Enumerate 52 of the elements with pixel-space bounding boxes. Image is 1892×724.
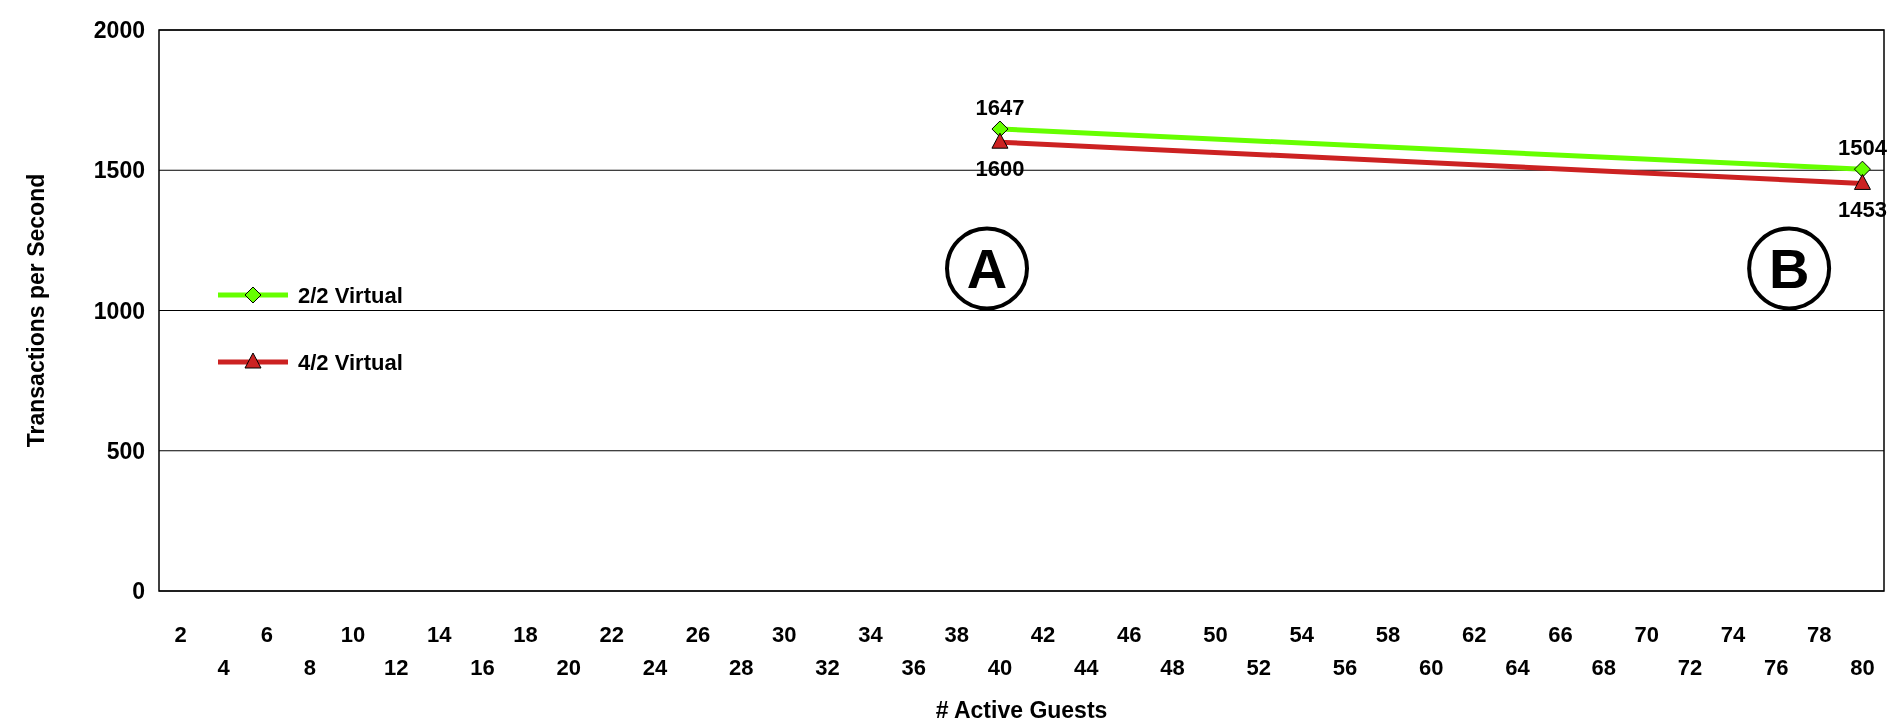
x-tick-label: 18 — [513, 622, 538, 647]
x-tick-label: 10 — [340, 622, 366, 647]
x-tick-label: 26 — [685, 622, 711, 647]
x-tick-label: 22 — [599, 622, 625, 647]
y-tick-label: 1000 — [93, 297, 145, 324]
x-tick-label: 2 — [174, 622, 187, 647]
x-tick-label: 16 — [470, 655, 495, 680]
x-tick-label: 70 — [1634, 622, 1660, 647]
x-tick-label: 44 — [1073, 655, 1100, 680]
x-tick-label: 62 — [1462, 622, 1487, 647]
y-tick-label: 500 — [106, 437, 145, 464]
x-tick-label: 20 — [556, 655, 581, 680]
y-tick-label: 1500 — [93, 157, 145, 184]
x-tick-label: 42 — [1030, 622, 1056, 647]
x-tick-label: 52 — [1246, 655, 1271, 680]
x-tick-label: 56 — [1332, 655, 1358, 680]
x-tick-label: 66 — [1548, 622, 1573, 647]
y-tick-label: 0 — [132, 578, 145, 604]
x-axis-title: # Active Guests — [935, 697, 1108, 723]
x-tick-label: 78 — [1807, 622, 1832, 647]
legend-label: 4/2 Virtual — [298, 350, 403, 375]
x-tick-label: 54 — [1289, 622, 1315, 647]
x-tick-label: 76 — [1763, 655, 1789, 680]
x-tick-label: 58 — [1375, 622, 1401, 647]
x-tick-label: 12 — [383, 655, 409, 680]
x-tick-label: 46 — [1117, 622, 1142, 647]
x-tick-label: 34 — [858, 622, 884, 647]
x-tick-label: 40 — [987, 655, 1013, 680]
x-tick-label: 32 — [815, 655, 840, 680]
x-tick-label: 64 — [1505, 655, 1531, 680]
y-tick-label: 2000 — [93, 17, 145, 43]
x-tick-label: 74 — [1720, 622, 1747, 647]
y-axis-title: Transactions per Second — [23, 173, 49, 448]
legend-label: 2/2 Virtual — [298, 283, 403, 308]
data-label: 1647 — [975, 95, 1025, 121]
x-tick-label: 50 — [1203, 622, 1228, 647]
annotation: A — [966, 237, 1008, 301]
x-tick-label: 14 — [427, 622, 453, 647]
x-tick-label: 68 — [1591, 655, 1616, 680]
x-tick-label: 6 — [260, 622, 273, 647]
x-tick-label: 24 — [642, 655, 668, 680]
x-tick-label: 30 — [772, 622, 797, 647]
x-tick-label: 60 — [1418, 655, 1444, 680]
x-tick-label: 48 — [1160, 655, 1185, 680]
x-tick-label: 36 — [901, 655, 926, 680]
x-tick-label: 72 — [1677, 655, 1703, 680]
x-tick-label: 28 — [728, 655, 754, 680]
x-tick-label: 80 — [1850, 655, 1875, 680]
x-tick-label: 4 — [217, 655, 231, 680]
annotation: B — [1768, 237, 1810, 301]
x-tick-label: 38 — [944, 622, 970, 647]
x-tick-label: 8 — [303, 655, 317, 680]
